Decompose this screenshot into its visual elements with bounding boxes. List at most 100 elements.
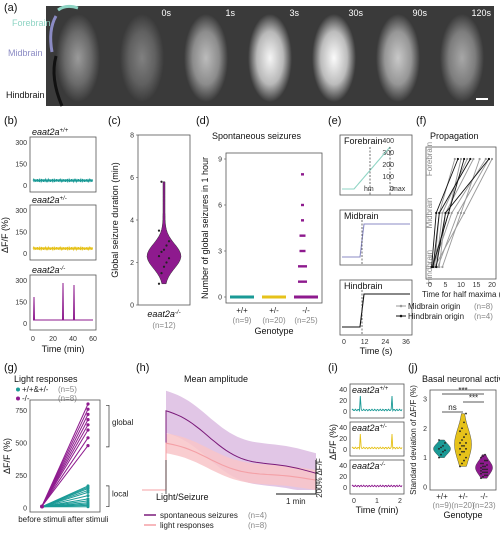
- data-point-group: [294, 295, 318, 299]
- hindbrain-origin-line-point: [487, 157, 490, 161]
- x-category-label: eaat2a-/-: [147, 309, 180, 319]
- y-tick-label: 0: [23, 321, 27, 328]
- y-tick-label: 20: [339, 436, 347, 443]
- n-label: (n=20): [451, 501, 475, 510]
- midbrain-origin-line-point: [433, 265, 436, 269]
- panel-c-violin: 0 2 4 6 8 Global seizure duration (min) eaat2a…: [110, 133, 191, 330]
- data-point: [484, 459, 486, 462]
- data-point: [459, 453, 461, 456]
- ko-response-line: [41, 437, 89, 507]
- sig-label: ns: [448, 403, 456, 412]
- trace-line-0: [351, 395, 403, 413]
- x-tick-label: 20: [488, 282, 496, 289]
- midbrain-origin-line-point: [490, 157, 494, 161]
- data-point: [162, 248, 166, 251]
- data-point: [165, 261, 168, 264]
- legend-n: (n=4): [474, 312, 493, 321]
- subpanel-title: Midbrain: [344, 211, 379, 221]
- hindbrain-outline: [52, 55, 64, 107]
- data-point: [463, 450, 465, 453]
- y-tick-label: 0: [218, 295, 222, 302]
- ko-point: [86, 444, 90, 448]
- midbrain-origin-line-point: [466, 157, 469, 161]
- scalebar-x-label: 1 min: [286, 497, 306, 506]
- panel-label-g: (g): [4, 362, 18, 374]
- data-point: [480, 477, 482, 480]
- y-tick-label: 150: [15, 162, 27, 169]
- brain-frame-5: 120s: [430, 6, 494, 106]
- x-tick-label: -/-: [480, 492, 488, 501]
- data-point: [480, 472, 482, 475]
- y-tick-label: 0: [23, 251, 27, 258]
- data-point: [461, 444, 463, 447]
- y-tick-label: 400: [382, 138, 394, 145]
- x-axis-label: Genotype: [443, 510, 482, 520]
- data-point: [459, 465, 461, 468]
- annotation-max: max: [392, 186, 406, 193]
- data-point: [463, 444, 465, 447]
- data-point: [157, 255, 161, 258]
- y-tick-label: 0: [343, 447, 347, 454]
- x-tick-label: +/-: [269, 306, 279, 315]
- data-point: [438, 447, 440, 450]
- legend-marker: [399, 314, 403, 318]
- y-axis-label: Global seizure duration (min): [110, 162, 120, 278]
- midbrain-origin-line-point: [438, 265, 441, 269]
- data-point: [304, 280, 307, 283]
- data-point: [442, 444, 444, 447]
- y-tick-label: 0: [343, 485, 347, 492]
- x-tick-label: -/-: [302, 306, 310, 315]
- y-tick-label: 20: [339, 398, 347, 405]
- panel-label-j: (j): [408, 362, 418, 374]
- data-point: [162, 265, 166, 268]
- trace-box-0: [349, 383, 405, 419]
- panel-label-c: (c): [108, 115, 121, 127]
- subpanel-frame-1: [339, 209, 413, 266]
- x-tick-label: +/+: [436, 492, 448, 501]
- x-tick-label: 36: [402, 339, 410, 346]
- sig-label: ***: [458, 386, 467, 395]
- data-point: [463, 459, 465, 462]
- y-axis-label: Number of global seizures in 1 hour: [200, 157, 210, 299]
- data-point: [459, 447, 461, 450]
- panel-label-a: (a): [4, 2, 18, 14]
- sig-label: ***: [469, 394, 478, 403]
- y-tick-label: 40: [339, 425, 347, 432]
- genotype-superscript: -/-: [60, 266, 66, 272]
- y-tick-label: 2: [130, 260, 134, 267]
- data-point: [465, 447, 467, 450]
- bracket-global: [106, 404, 110, 448]
- data-point: [438, 439, 440, 441]
- y-axis-label: Standard deviation of ΔF/F (%): [409, 385, 418, 495]
- panel-d-scatter: Spontaneous seizures 0 3 6 9 +/+(n=9) +/-(n=20…: [200, 131, 323, 336]
- genotype-label: eaat2a+/-: [32, 195, 67, 205]
- data-point: [165, 244, 168, 247]
- x-tick-label: 2: [398, 498, 402, 505]
- midbrain-origin-line-point: [463, 211, 466, 215]
- data-point: [484, 471, 486, 474]
- y-tick-label: 300: [15, 140, 27, 147]
- timepoint-label: 3s: [289, 8, 299, 18]
- midbrain-origin-line-point: [484, 157, 487, 161]
- n-label: (n=9): [433, 501, 452, 510]
- y-tick-label: 20: [339, 474, 347, 481]
- y-tick-label: 150: [15, 300, 27, 307]
- midbrain-origin-line-point: [472, 157, 475, 161]
- genotype-label: eaat2a-/-: [352, 461, 385, 471]
- genotype-label: eaat2a+/-: [352, 423, 387, 433]
- x-tick-label: 40: [69, 336, 77, 343]
- data-point: [440, 453, 442, 456]
- data-point-group: [230, 295, 254, 299]
- region-tick-label: Midbrain: [425, 198, 434, 229]
- panel-b-traces: eaat2a+/+ 300 150 0 eaat2a+/- 300 150 0 eaat2a-/…: [0, 127, 97, 354]
- label-midbrain: Midbrain: [8, 48, 43, 58]
- midbrain-origin-line-point: [459, 211, 463, 215]
- chart-title: Basal neuronal activity: [422, 374, 500, 384]
- midbrain-outline: [49, 15, 58, 53]
- data-point: [160, 272, 163, 275]
- legend-n: (n=8): [474, 302, 493, 311]
- y-tick-label: 0: [23, 183, 27, 190]
- forebrain-trace: [342, 146, 391, 190]
- data-point: [157, 229, 161, 232]
- panel-i-traces: eaat2a+/+40200eaat2a+/-40200eaat2a-/-402…: [328, 383, 405, 515]
